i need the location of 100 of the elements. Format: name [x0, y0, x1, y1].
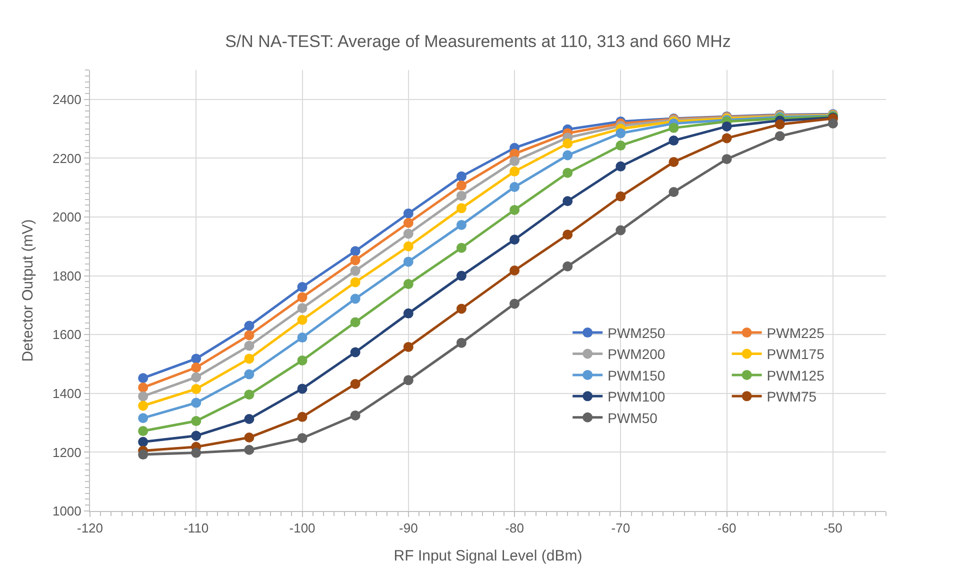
point	[616, 140, 626, 151]
legend-label: PWM75	[766, 388, 817, 405]
point	[456, 220, 466, 230]
point	[191, 448, 202, 458]
point	[668, 157, 679, 168]
point	[350, 255, 360, 266]
point	[616, 191, 626, 202]
point	[774, 131, 785, 142]
point	[403, 218, 414, 228]
point	[244, 320, 254, 331]
point	[350, 347, 360, 358]
point	[403, 342, 414, 352]
x-tick-label: -120	[76, 520, 104, 536]
point	[244, 340, 254, 351]
point	[456, 338, 466, 348]
point	[297, 292, 308, 302]
point	[191, 398, 202, 408]
point	[138, 391, 148, 402]
point	[191, 416, 202, 426]
point	[297, 303, 308, 314]
x-tick-label: -60	[717, 520, 736, 536]
point	[244, 390, 254, 400]
point	[350, 378, 360, 389]
point	[722, 121, 732, 132]
x-tick-label: -70	[611, 520, 630, 536]
point	[668, 122, 679, 133]
legend-label: PWM50	[608, 410, 658, 426]
point	[297, 332, 308, 343]
point	[138, 436, 148, 447]
point	[191, 372, 202, 382]
x-tick-label: -100	[289, 520, 316, 536]
legend-label: PWM175	[766, 346, 825, 362]
point	[244, 444, 254, 455]
point	[138, 413, 148, 424]
point	[510, 182, 520, 192]
legend-label: PWM150	[608, 367, 666, 384]
point	[350, 246, 360, 256]
point	[244, 330, 254, 340]
point	[562, 230, 573, 240]
point	[668, 136, 679, 146]
point	[138, 400, 148, 411]
point	[510, 234, 520, 245]
point	[297, 282, 308, 292]
point	[138, 382, 148, 393]
y-tick-label: 1800	[52, 268, 82, 284]
y-tick-label: 1400	[52, 386, 82, 401]
point	[456, 171, 466, 182]
point	[191, 362, 202, 373]
point	[297, 355, 308, 366]
y-axis-title: Detector Output (mV)	[20, 219, 37, 362]
legend-label: PWM125	[766, 367, 825, 384]
point	[562, 168, 573, 178]
point	[668, 187, 679, 198]
point	[774, 119, 785, 130]
point	[244, 369, 254, 380]
y-tick-label: 2000	[52, 210, 82, 225]
point	[456, 203, 466, 214]
x-axis-title: RF Input Signal Level (dBm)	[394, 548, 582, 565]
point	[456, 304, 466, 314]
point	[297, 314, 308, 325]
point	[191, 354, 202, 364]
point	[456, 180, 466, 191]
point	[403, 279, 414, 290]
legend-label: PWM100	[608, 388, 666, 405]
point	[510, 298, 520, 309]
point	[616, 225, 626, 236]
point	[562, 196, 573, 206]
point	[191, 384, 202, 394]
point	[722, 133, 732, 144]
point	[616, 161, 626, 172]
point	[403, 241, 414, 252]
point	[138, 373, 148, 384]
point	[616, 128, 626, 138]
point	[403, 256, 414, 267]
x-tick-label: -90	[399, 520, 418, 536]
point	[403, 375, 414, 386]
y-tick-label: 1000	[52, 504, 82, 519]
point	[403, 308, 414, 318]
point	[510, 204, 520, 215]
legend-label: PWM225	[766, 325, 825, 342]
x-tick-label: -80	[505, 520, 524, 536]
legend-label: PWM200	[608, 346, 666, 362]
point	[562, 150, 573, 160]
y-tick-label: 2200	[52, 150, 82, 166]
point	[510, 266, 520, 276]
y-tick-label: 1200	[52, 444, 82, 460]
chart-title: S/N NA-TEST: Average of Measurements at 110, 313 and 660 MHz	[225, 32, 731, 51]
point	[562, 138, 573, 148]
legend-label: PWM250	[608, 325, 666, 342]
point	[244, 432, 254, 442]
x-tick-label: -110	[184, 520, 209, 536]
point	[722, 154, 732, 164]
point	[510, 166, 520, 176]
point	[350, 266, 360, 276]
point	[510, 156, 520, 166]
point	[191, 430, 202, 441]
point	[456, 270, 466, 281]
point	[828, 118, 838, 129]
point	[244, 354, 254, 364]
point	[456, 190, 466, 201]
